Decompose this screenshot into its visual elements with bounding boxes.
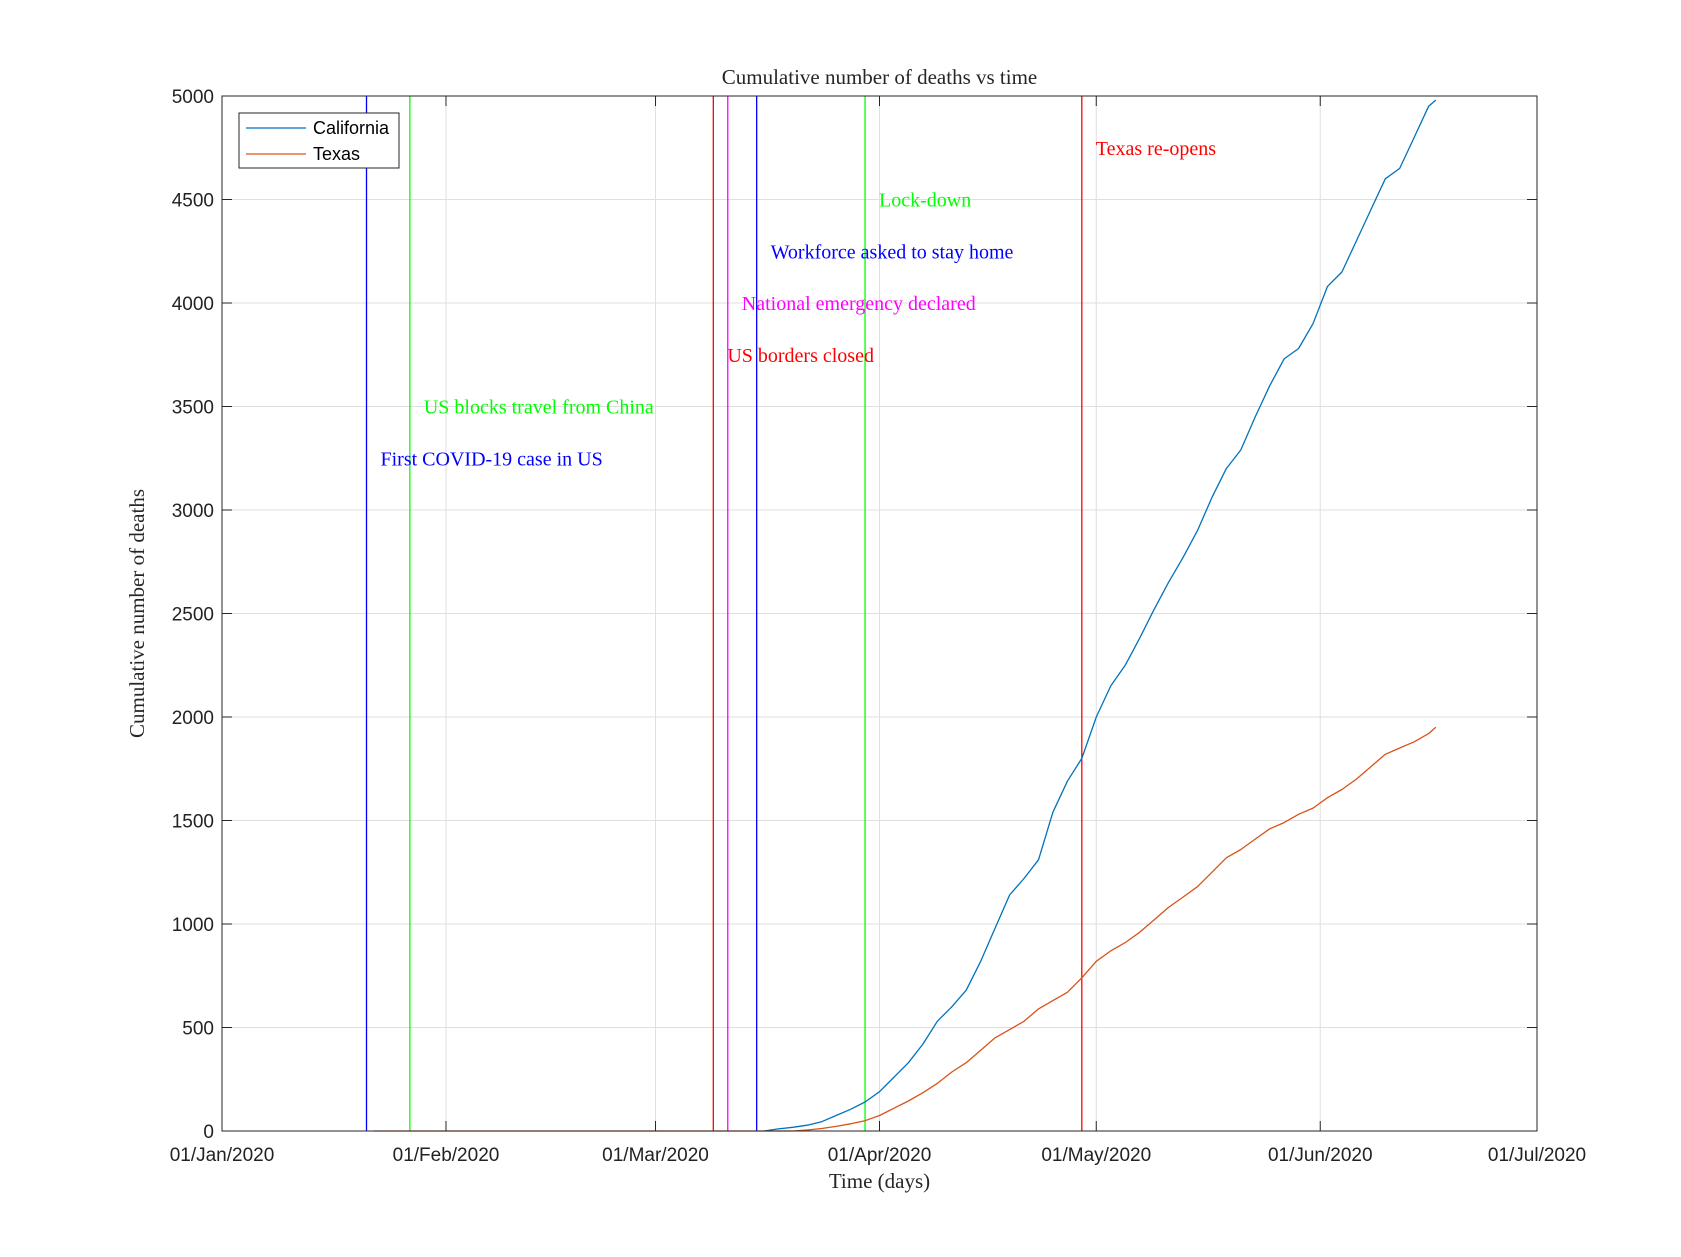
y-tick-label: 500 bbox=[182, 1019, 214, 1040]
y-tick-label: 3000 bbox=[172, 501, 214, 522]
y-axis-label: Cumulative number of deaths bbox=[125, 489, 149, 738]
event-label: Texas re-opens bbox=[1096, 138, 1216, 160]
x-tick-label: 01/Feb/2020 bbox=[393, 1145, 500, 1166]
chart-title: Cumulative number of deaths vs time bbox=[722, 65, 1038, 89]
x-tick-label: 01/Mar/2020 bbox=[602, 1145, 709, 1166]
y-tick-labels: 0 500 1000 1500 2000 2500 3000 3500 4000 4500 5000 bbox=[172, 87, 214, 1143]
x-tick-label: 01/Jan/2020 bbox=[170, 1145, 275, 1166]
event-label: US blocks travel from China bbox=[424, 397, 654, 419]
y-tick-label: 0 bbox=[203, 1122, 214, 1143]
x-tick-label: 01/Apr/2020 bbox=[828, 1145, 932, 1166]
y-tick-label: 2500 bbox=[172, 605, 214, 626]
y-tick-label: 4000 bbox=[172, 294, 214, 315]
event-markers bbox=[365, 96, 1083, 1131]
data-series bbox=[373, 99, 1437, 1132]
x-tick-label: 01/May/2020 bbox=[1041, 1145, 1151, 1166]
x-tick-labels: 01/Jan/2020 01/Feb/2020 01/Mar/2020 01/Apr/… bbox=[170, 1145, 1586, 1166]
x-tick-label: 01/Jun/2020 bbox=[1268, 1145, 1373, 1166]
axis-ticks bbox=[221, 95, 1538, 1132]
y-tick-label: 4500 bbox=[172, 191, 214, 212]
legend-box bbox=[238, 112, 400, 169]
x-tick-label: 01/Jul/2020 bbox=[1488, 1145, 1586, 1166]
series-line-texas bbox=[373, 726, 1437, 1132]
event-label: National emergency declared bbox=[742, 293, 976, 315]
event-label: First COVID-19 case in US bbox=[381, 448, 603, 470]
event-label: Lock-down bbox=[879, 190, 971, 212]
series-line-california bbox=[763, 99, 1437, 1132]
legend: California Texas bbox=[238, 112, 400, 169]
x-axis-label: Time (days) bbox=[829, 1169, 930, 1193]
y-tick-label: 5000 bbox=[172, 87, 214, 108]
y-tick-label: 2000 bbox=[172, 708, 214, 729]
y-tick-label: 1000 bbox=[172, 915, 214, 936]
legend-label-texas: Texas bbox=[313, 144, 360, 164]
event-labels: First COVID-19 case in US US blocks trave… bbox=[381, 138, 1217, 471]
legend-label-california: California bbox=[313, 118, 390, 138]
event-label: US borders closed bbox=[727, 345, 874, 367]
y-tick-label: 1500 bbox=[172, 812, 214, 833]
y-tick-label: 3500 bbox=[172, 398, 214, 419]
event-label: Workforce asked to stay home bbox=[771, 241, 1014, 263]
